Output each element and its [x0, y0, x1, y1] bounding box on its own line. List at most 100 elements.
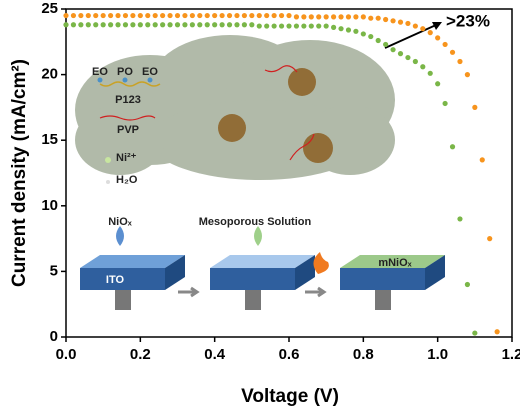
- data-point: [331, 24, 337, 30]
- data-point: [442, 100, 448, 107]
- y-tick-label: 15: [41, 131, 58, 148]
- data-point: [145, 22, 151, 28]
- data-point: [167, 22, 173, 28]
- data-point: [130, 12, 136, 19]
- x-tick-label: 0.6: [279, 346, 300, 363]
- y-tick-label: 5: [50, 262, 58, 279]
- data-point: [375, 37, 381, 44]
- data-point: [487, 236, 493, 242]
- annotation: mNiOₓ: [378, 257, 412, 269]
- data-point: [323, 23, 329, 29]
- data-point: [360, 14, 366, 20]
- data-point: [204, 12, 210, 19]
- y-tick-label: 0: [50, 328, 58, 345]
- data-point: [249, 22, 255, 28]
- data-point: [137, 22, 143, 28]
- data-point: [472, 104, 478, 110]
- data-point: [219, 12, 225, 19]
- data-point: [160, 22, 166, 28]
- data-point: [278, 12, 285, 19]
- data-point: [442, 41, 448, 48]
- data-point: [234, 22, 240, 28]
- data-point: [63, 12, 69, 19]
- data-point: [308, 23, 314, 29]
- data-point: [249, 12, 255, 19]
- annotation: EO: [92, 66, 108, 78]
- x-tick-label: 1.0: [427, 346, 448, 363]
- data-point: [189, 22, 195, 28]
- data-point: [78, 22, 84, 28]
- annotation: Ni²⁺: [116, 152, 137, 164]
- data-point: [494, 329, 500, 335]
- data-point: [241, 22, 247, 28]
- data-point: [293, 14, 300, 20]
- data-point: [197, 22, 203, 28]
- data-point: [323, 14, 329, 20]
- data-point: [145, 12, 151, 19]
- arrow-head: [432, 22, 442, 30]
- data-point: [368, 33, 374, 40]
- data-point: [353, 28, 359, 34]
- data-point: [427, 30, 433, 36]
- data-point: [174, 22, 181, 28]
- x-axis-label: Voltage (V): [241, 386, 339, 407]
- data-point: [308, 14, 314, 20]
- data-point: [70, 22, 77, 28]
- data-point: [397, 19, 404, 25]
- data-point: [152, 22, 158, 28]
- data-point: [271, 23, 277, 29]
- x-tick-label: 1.2: [502, 346, 520, 363]
- x-tick-label: 0.4: [204, 346, 226, 363]
- x-tick-label: 0.8: [353, 346, 374, 363]
- data-point: [383, 16, 389, 23]
- data-point: [405, 20, 411, 27]
- data-point: [212, 22, 218, 28]
- data-point: [338, 14, 344, 20]
- data-point: [449, 49, 456, 55]
- data-point: [286, 23, 292, 29]
- data-point: [93, 12, 99, 19]
- data-point: [182, 12, 188, 19]
- data-point: [108, 22, 114, 28]
- data-point: [449, 144, 456, 150]
- data-point: [204, 22, 210, 28]
- data-point: [464, 72, 470, 78]
- data-point: [152, 12, 158, 19]
- data-point: [219, 22, 225, 28]
- data-point: [375, 15, 381, 21]
- data-point: [360, 31, 366, 37]
- data-point: [264, 23, 270, 29]
- data-point: [100, 12, 106, 19]
- data-point: [137, 12, 143, 19]
- x-tick-label: 0.2: [130, 346, 151, 363]
- annotation: Mesoporous Solution: [199, 216, 312, 228]
- data-point: [405, 54, 411, 61]
- data-point: [85, 22, 91, 28]
- y-tick-label: 20: [41, 66, 58, 83]
- data-point: [368, 15, 374, 21]
- data-point: [390, 18, 396, 24]
- data-point: [234, 12, 240, 19]
- data-point: [271, 12, 277, 19]
- data-point: [316, 23, 322, 29]
- annotation: NiOₓ: [108, 216, 133, 228]
- data-point: [130, 22, 136, 28]
- data-point: [256, 12, 262, 19]
- data-point: [226, 22, 233, 28]
- inset-illustration: [75, 35, 445, 310]
- y-axis-label: Current density (mA/cm²): [9, 59, 30, 287]
- data-point: [160, 12, 166, 19]
- data-point: [420, 64, 426, 70]
- data-point: [197, 12, 203, 19]
- data-point: [122, 12, 129, 19]
- data-point: [115, 12, 121, 19]
- annotation: ITO: [106, 274, 125, 286]
- data-point: [316, 14, 322, 20]
- y-tick-label: 25: [41, 0, 58, 17]
- data-point: [174, 12, 181, 19]
- data-point: [397, 51, 404, 57]
- data-point: [189, 12, 195, 19]
- data-point: [278, 23, 285, 29]
- data-point: [212, 12, 218, 19]
- data-point: [122, 22, 129, 28]
